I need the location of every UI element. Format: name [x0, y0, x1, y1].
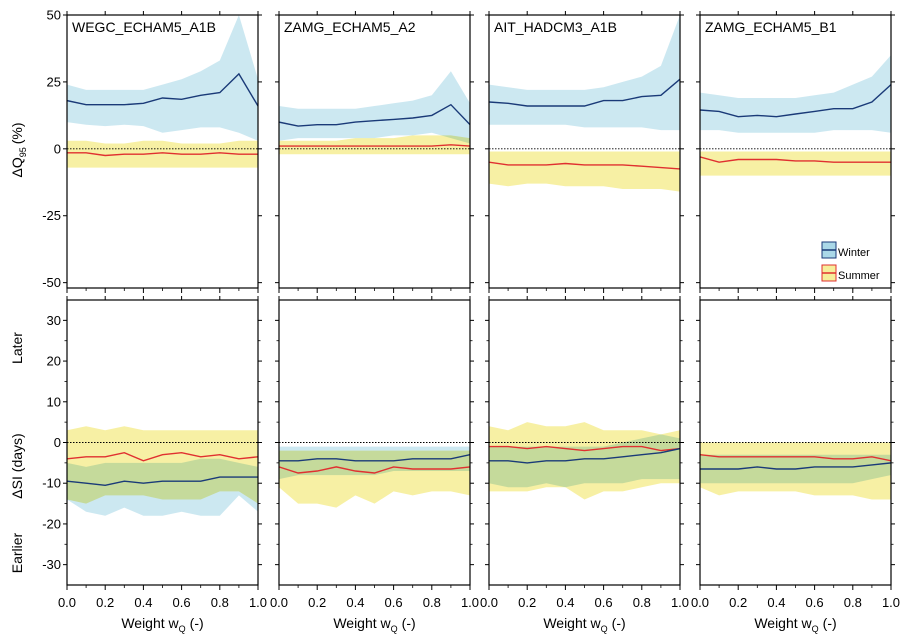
x-tick-label: 0.2 — [308, 595, 326, 610]
winter-band — [279, 446, 470, 480]
y-tick-label: 0 — [54, 141, 61, 156]
panel-dsi-zamg_echam5_b1: 0.0 0.2 0.4 0.6 0.8 1.0 Weight wQ (-) — [691, 296, 900, 634]
x-tick-label: 1.0 — [461, 595, 479, 610]
y-tick-label: -10 — [42, 476, 61, 491]
panel-dq95-wegc_echam5_a1b: -50 -25 0 25 50 WEGC_ECHAM5_A1B — [42, 8, 262, 293]
winter-mean-line — [700, 84, 891, 118]
legend-winter-label: Winter — [838, 247, 870, 259]
summer-band — [489, 151, 680, 192]
panel-title: ZAMG_ECHAM5_B1 — [705, 19, 837, 35]
x-tick-label: 0.6 — [173, 595, 191, 610]
winter-mean-line — [279, 454, 470, 462]
plot-area — [67, 426, 258, 516]
summer-band — [67, 140, 258, 168]
plot-area — [700, 55, 891, 176]
panel-dq95-zamg_echam5_b1: ZAMG_ECHAM5_B1 — [696, 11, 895, 293]
summer-band — [700, 151, 891, 176]
plot-area — [279, 442, 470, 508]
x-tick-label: 0.8 — [423, 595, 441, 610]
y-tick-label: -50 — [42, 275, 61, 290]
panel-dsi-zamg_echam5_a2: 0.0 0.2 0.4 0.6 0.8 1.0 Weight wQ (-) — [270, 296, 479, 634]
summer-mean-line — [700, 454, 891, 462]
x-axis-label: Weight wQ (-) — [543, 615, 625, 634]
legend: Winter Summer — [821, 241, 880, 282]
plot-area — [279, 71, 470, 155]
winter-band — [700, 55, 891, 133]
winter-band — [279, 71, 470, 144]
y-tick-label: 50 — [47, 8, 61, 23]
summer-mean-line — [700, 156, 891, 163]
y-tick-label: 25 — [47, 74, 61, 89]
panel-dsi-wegc_echam5_a1b: -30 -20 -10 0 10 20 30 0.0 0.2 0.4 0.6 0.8 1.0 Weight… — [42, 296, 267, 634]
later-label: Later — [9, 332, 25, 364]
x-tick-label: 1.0 — [671, 595, 689, 610]
x-tick-label: 0.0 — [58, 595, 76, 610]
x-tick-label: 0.2 — [96, 595, 114, 610]
y-tick-label: -25 — [42, 208, 61, 223]
winter-band — [489, 15, 680, 131]
x-tick-label: 0.0 — [480, 595, 498, 610]
x-tick-label: 0.4 — [767, 595, 785, 610]
y-tick-label: 30 — [47, 313, 61, 328]
x-tick-label: 1.0 — [249, 595, 267, 610]
plot-area — [67, 15, 258, 168]
y-tick-label: -30 — [42, 557, 61, 572]
summer-mean-line — [67, 451, 258, 462]
x-tick-label: 0.8 — [844, 595, 862, 610]
x-axis-label: Weight wQ (-) — [121, 615, 203, 634]
winter-band — [67, 458, 258, 516]
y-tick-label: -20 — [42, 516, 61, 531]
panels-layer: -50 -25 0 25 50 WEGC_ECHAM5_A1B ZAMG_ECHAM5_A2… — [42, 8, 900, 635]
y-tick-label: 20 — [47, 354, 61, 369]
plot-area — [489, 422, 680, 500]
x-tick-label: 0.8 — [211, 595, 229, 610]
panel-title: ZAMG_ECHAM5_A2 — [284, 19, 416, 35]
winter-mean-line — [489, 78, 680, 107]
x-tick-label: 0.6 — [806, 595, 824, 610]
plot-area — [489, 15, 680, 192]
panel-title: AIT_HADCM3_A1B — [494, 19, 617, 35]
winter-mean-line — [67, 72, 258, 107]
labels-layer: ΔQ95(%) ΔSI (days) Later Earlier — [9, 122, 28, 573]
winter-mean-line — [67, 476, 258, 487]
panel-dq95-ait_hadcm3_a1b: AIT_HADCM3_A1B — [485, 11, 684, 293]
x-tick-label: 0.4 — [346, 595, 364, 610]
summer-mean-line — [489, 445, 680, 452]
summer-band — [279, 135, 470, 155]
panel-title: WEGC_ECHAM5_A1B — [72, 19, 216, 35]
bottom-y-axis-label: ΔSI (days) — [9, 433, 25, 498]
y-tick-label: 10 — [47, 394, 61, 409]
panel-dsi-ait_hadcm3_a1b: 0.0 0.2 0.4 0.6 0.8 1.0 Weight wQ (-) — [480, 296, 689, 634]
x-tick-label: 0.8 — [633, 595, 651, 610]
summer-mean-line — [279, 466, 470, 474]
x-axis-label: Weight wQ (-) — [333, 615, 415, 634]
winter-band — [67, 15, 258, 141]
legend-summer-label: Summer — [838, 270, 880, 282]
x-tick-label: 0.6 — [385, 595, 403, 610]
x-tick-label: 0.2 — [729, 595, 747, 610]
summer-mean-line — [67, 152, 258, 157]
x-axis-label: Weight wQ (-) — [754, 615, 836, 634]
summer-mean-line — [279, 144, 470, 147]
plot-area — [700, 442, 891, 500]
summer-mean-line — [489, 161, 680, 170]
x-tick-label: 0.0 — [691, 595, 709, 610]
x-tick-label: 0.4 — [134, 595, 152, 610]
y-tick-label: 0 — [54, 435, 61, 450]
earlier-label: Earlier — [9, 532, 25, 573]
x-tick-label: 1.0 — [882, 595, 900, 610]
winter-mean-line — [489, 447, 680, 464]
winter-mean-line — [279, 103, 470, 127]
x-tick-label: 0.4 — [556, 595, 574, 610]
top-y-axis-label: ΔQ95(%) — [9, 122, 28, 177]
winter-mean-line — [700, 462, 891, 470]
panel-dq95-zamg_echam5_a2: ZAMG_ECHAM5_A2 — [275, 11, 474, 293]
x-tick-label: 0.0 — [270, 595, 288, 610]
x-tick-label: 0.6 — [595, 595, 613, 610]
x-tick-label: 0.2 — [518, 595, 536, 610]
